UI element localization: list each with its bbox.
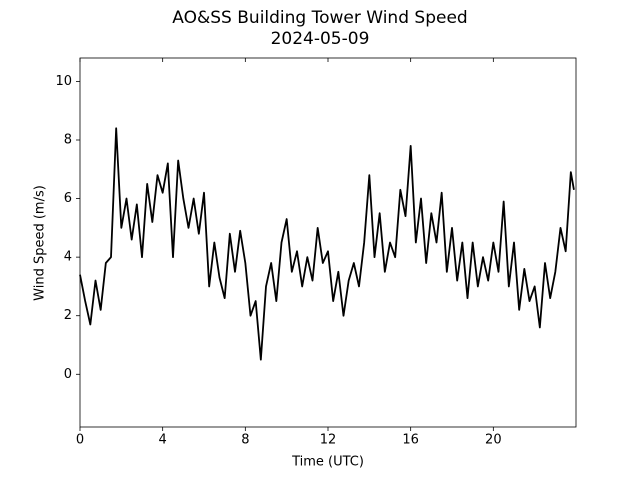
chart-title: AO&SS Building Tower Wind Speed xyxy=(172,8,467,28)
x-tick-label: 20 xyxy=(485,433,502,448)
y-tick-label: 2 xyxy=(64,308,72,323)
x-tick-label: 4 xyxy=(159,433,167,448)
y-tick-label: 4 xyxy=(64,250,72,265)
plot-frame xyxy=(79,57,577,428)
data-line xyxy=(79,127,575,361)
y-tick-label: 10 xyxy=(55,74,72,89)
chart-subtitle: 2024-05-09 xyxy=(271,29,370,49)
x-tick-label: 12 xyxy=(320,433,337,448)
x-axis-label: Time (UTC) xyxy=(291,455,364,470)
x-tick-label: 8 xyxy=(241,433,249,448)
y-axis-label: Wind Speed (m/s) xyxy=(33,185,48,301)
y-tick-label: 8 xyxy=(64,133,72,148)
y-tick-label: 0 xyxy=(64,367,72,382)
y-tick-label: 6 xyxy=(64,191,72,206)
x-tick-label: 0 xyxy=(76,433,84,448)
x-tick-label: 16 xyxy=(402,433,419,448)
